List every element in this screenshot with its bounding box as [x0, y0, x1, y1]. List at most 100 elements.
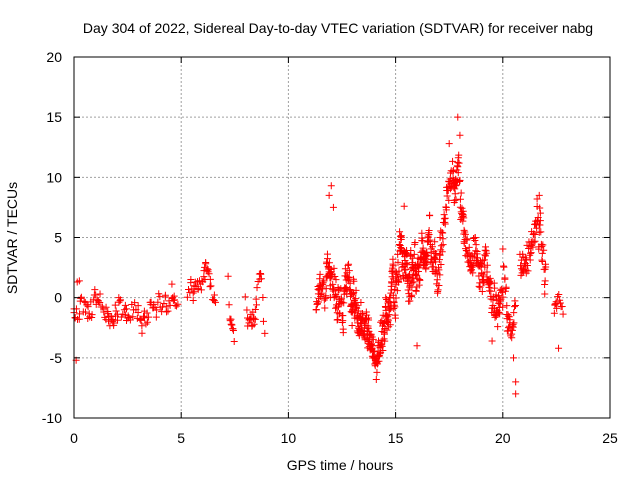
data-point — [454, 113, 462, 121]
x-tick-label: 15 — [388, 430, 404, 446]
data-point — [340, 299, 348, 307]
data-point — [253, 284, 261, 292]
data-point — [251, 315, 259, 323]
data-point — [145, 313, 153, 321]
data-point — [478, 287, 486, 295]
y-tick-label: 10 — [46, 169, 62, 185]
data-point — [224, 272, 232, 280]
data-point — [388, 279, 396, 287]
data-point — [316, 270, 324, 278]
data-point — [210, 297, 218, 305]
data-point — [330, 264, 338, 272]
data-point — [510, 319, 518, 327]
data-point — [517, 256, 525, 264]
data-point — [92, 291, 100, 299]
data-point — [84, 303, 92, 311]
data-point — [526, 256, 534, 264]
data-point — [455, 151, 463, 159]
data-point — [379, 347, 387, 355]
y-axis-label: SDTVAR / TECUs — [4, 182, 20, 294]
data-point — [174, 300, 182, 308]
data-point — [403, 251, 411, 259]
data-point — [173, 302, 181, 310]
data-point — [483, 261, 491, 269]
data-point — [352, 295, 360, 303]
data-point — [327, 182, 335, 190]
data-point — [112, 307, 120, 315]
data-point — [431, 255, 439, 263]
data-point — [483, 268, 491, 276]
data-point — [393, 287, 401, 295]
data-point — [357, 298, 365, 306]
data-point — [168, 280, 176, 288]
data-point — [530, 230, 538, 238]
data-point — [445, 196, 453, 204]
data-point — [116, 297, 124, 305]
data-point — [422, 260, 430, 268]
data-point — [556, 299, 564, 307]
data-point — [332, 276, 340, 284]
data-point — [330, 285, 338, 293]
data-point — [364, 314, 372, 322]
data-point — [438, 228, 446, 236]
data-point — [451, 190, 459, 198]
data-point — [426, 211, 434, 219]
data-point — [460, 226, 468, 234]
data-point — [315, 294, 323, 302]
data-point — [363, 311, 371, 319]
data-point — [480, 271, 488, 279]
data-point — [229, 325, 237, 333]
data-point — [407, 246, 415, 254]
data-point — [510, 354, 518, 362]
y-tick-label: -10 — [42, 410, 62, 426]
data-point — [312, 306, 320, 314]
data-point — [75, 277, 83, 285]
data-point — [542, 263, 550, 271]
data-point — [131, 299, 139, 307]
data-point — [551, 301, 559, 309]
data-point — [531, 237, 539, 245]
data-point — [350, 296, 358, 304]
data-point — [499, 293, 507, 301]
data-point — [533, 195, 541, 203]
data-point — [499, 245, 507, 253]
data-point — [425, 231, 433, 239]
data-point — [461, 230, 469, 238]
data-point — [412, 287, 420, 295]
data-points — [70, 113, 567, 398]
data-point — [134, 309, 142, 317]
data-point — [456, 195, 464, 203]
data-point — [530, 238, 538, 246]
y-tick-label: -5 — [50, 350, 63, 366]
data-point — [317, 289, 325, 297]
data-point — [536, 209, 544, 217]
data-point — [389, 260, 397, 268]
data-point — [394, 258, 402, 266]
data-point — [539, 241, 547, 249]
data-point — [437, 261, 445, 269]
data-point — [198, 277, 206, 285]
data-point — [252, 295, 260, 303]
data-point — [504, 312, 512, 320]
data-point — [465, 258, 473, 266]
data-point — [243, 306, 251, 314]
data-point — [451, 185, 459, 193]
data-point — [552, 300, 560, 308]
data-point — [339, 325, 347, 333]
data-point — [460, 214, 468, 222]
data-point — [323, 273, 331, 281]
data-point — [134, 302, 142, 310]
data-point — [257, 270, 265, 278]
axis-ticks: 0 5 10 15 20 25 -10 -5 0 5 10 15 20 — [42, 49, 618, 446]
data-point — [531, 230, 539, 238]
data-point — [413, 342, 421, 350]
data-point — [122, 305, 130, 313]
data-point — [139, 312, 147, 320]
data-point — [469, 261, 477, 269]
data-point — [456, 203, 464, 211]
data-point — [512, 378, 520, 386]
data-point — [325, 259, 333, 267]
data-point — [345, 273, 353, 281]
data-point — [322, 292, 330, 300]
data-point — [483, 249, 491, 257]
